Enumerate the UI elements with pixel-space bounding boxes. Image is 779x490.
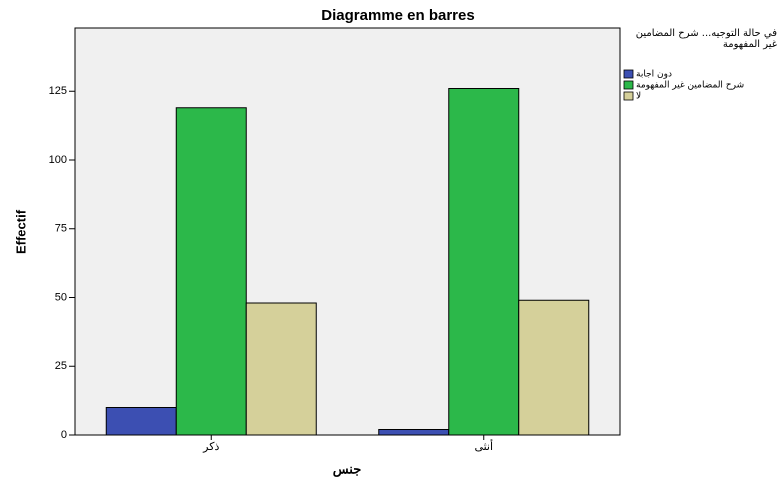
legend-label: شرح المضامين غير المفهومة bbox=[636, 81, 744, 91]
bar bbox=[245, 302, 317, 436]
y-tick-label: 125 bbox=[49, 85, 67, 97]
bar bbox=[105, 407, 177, 436]
y-tick-label: 100 bbox=[49, 154, 67, 166]
x-tick-label: أنثى bbox=[474, 439, 493, 453]
x-tick-label: ذكر bbox=[202, 441, 219, 453]
y-tick-label: 0 bbox=[61, 429, 67, 441]
legend-swatch bbox=[623, 80, 634, 90]
y-tick-label: 75 bbox=[55, 223, 67, 235]
legend-label: لا bbox=[636, 92, 641, 102]
legend-swatch bbox=[623, 91, 634, 101]
bar bbox=[378, 429, 450, 436]
legend-label: دون اجابة bbox=[636, 70, 672, 80]
y-tick-label: 50 bbox=[55, 291, 67, 303]
x-axis-label: جنس bbox=[333, 461, 362, 477]
y-tick-label: 25 bbox=[55, 360, 67, 372]
legend-title-box: في حالة التوجيه... شرح المضامين غير المف… bbox=[635, 28, 777, 50]
legend-swatch bbox=[623, 69, 634, 79]
legend-title: في حالة التوجيه... شرح المضامين غير المف… bbox=[635, 28, 777, 50]
bar bbox=[175, 107, 247, 436]
y-axis-label: Effectif bbox=[13, 209, 28, 254]
chart-title: Diagramme en barres bbox=[321, 7, 474, 24]
bar bbox=[448, 88, 520, 436]
bar bbox=[518, 299, 590, 436]
